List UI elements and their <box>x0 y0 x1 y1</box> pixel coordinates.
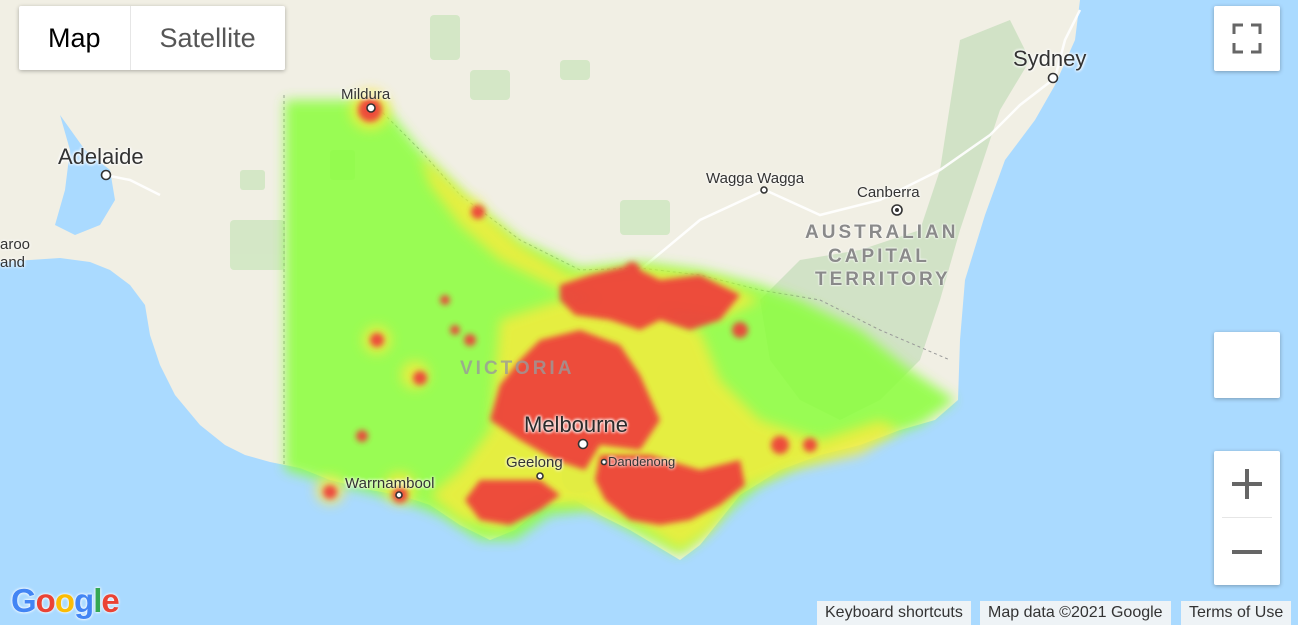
label-canberra: Canberra <box>857 184 920 201</box>
terms-of-use-link[interactable]: Terms of Use <box>1181 601 1292 625</box>
logo-letter: l <box>93 582 102 619</box>
label-act-line2: CAPITAL <box>828 246 930 267</box>
label-warrnambool: Warrnambool <box>345 475 435 492</box>
label-naracoorte-fragment: aroo <box>0 236 31 253</box>
logo-letter: e <box>101 582 119 619</box>
heatmap-high-density <box>323 98 817 525</box>
warrnambool-marker <box>395 491 403 499</box>
map-data-attribution: Map data ©2021 Google <box>980 601 1171 625</box>
plus-icon <box>1232 469 1262 499</box>
dandenong-marker <box>600 458 608 466</box>
label-adelaide: Adelaide <box>58 144 144 169</box>
zoom-divider <box>1222 517 1272 518</box>
land-kangaroo-island <box>0 236 55 260</box>
label-geelong: Geelong <box>506 454 563 471</box>
zoom-control <box>1214 451 1280 585</box>
street-view-pegman-button[interactable] <box>1214 332 1280 398</box>
logo-letter: o <box>54 582 75 619</box>
map-type-control: Map Satellite <box>19 6 285 70</box>
logo-letter: G <box>11 582 37 619</box>
label-mildura: Mildura <box>341 86 391 103</box>
land-yorke-peninsula <box>0 80 70 210</box>
label-dandenong: Dandenong <box>608 454 676 469</box>
wagga-marker <box>760 186 768 194</box>
melbourne-marker <box>577 438 589 450</box>
gulf-st-vincent <box>55 115 115 235</box>
mildura-marker <box>366 103 376 113</box>
label-victoria: VICTORIA <box>460 358 575 379</box>
fullscreen-icon <box>1232 23 1262 54</box>
label-act-line3: TERRITORY <box>815 269 951 290</box>
label-sydney: Sydney <box>1013 46 1087 71</box>
adelaide-marker <box>100 169 112 181</box>
map-type-map-button[interactable]: Map <box>48 23 101 53</box>
logo-letter: g <box>74 582 94 619</box>
city-markers <box>100 72 1059 499</box>
zoom-in-button[interactable] <box>1214 451 1280 517</box>
fullscreen-button[interactable] <box>1214 6 1280 71</box>
geelong-marker <box>536 472 544 480</box>
label-act-line1: AUSTRALIAN <box>805 222 959 243</box>
google-logo[interactable]: Google <box>11 582 120 620</box>
label-wagga-wagga: Wagga Wagga <box>706 170 805 187</box>
sydney-marker <box>1047 72 1059 84</box>
label-melbourne: Melbourne <box>524 412 628 437</box>
label-naracoorte-fragment2: and <box>0 254 26 271</box>
keyboard-shortcuts-link[interactable]: Keyboard shortcuts <box>817 601 971 625</box>
minus-icon <box>1232 550 1262 554</box>
logo-letter: o <box>35 582 56 619</box>
zoom-out-button[interactable] <box>1214 519 1280 585</box>
canberra-marker <box>891 204 903 216</box>
map-type-satellite-button[interactable]: Satellite <box>129 6 285 70</box>
